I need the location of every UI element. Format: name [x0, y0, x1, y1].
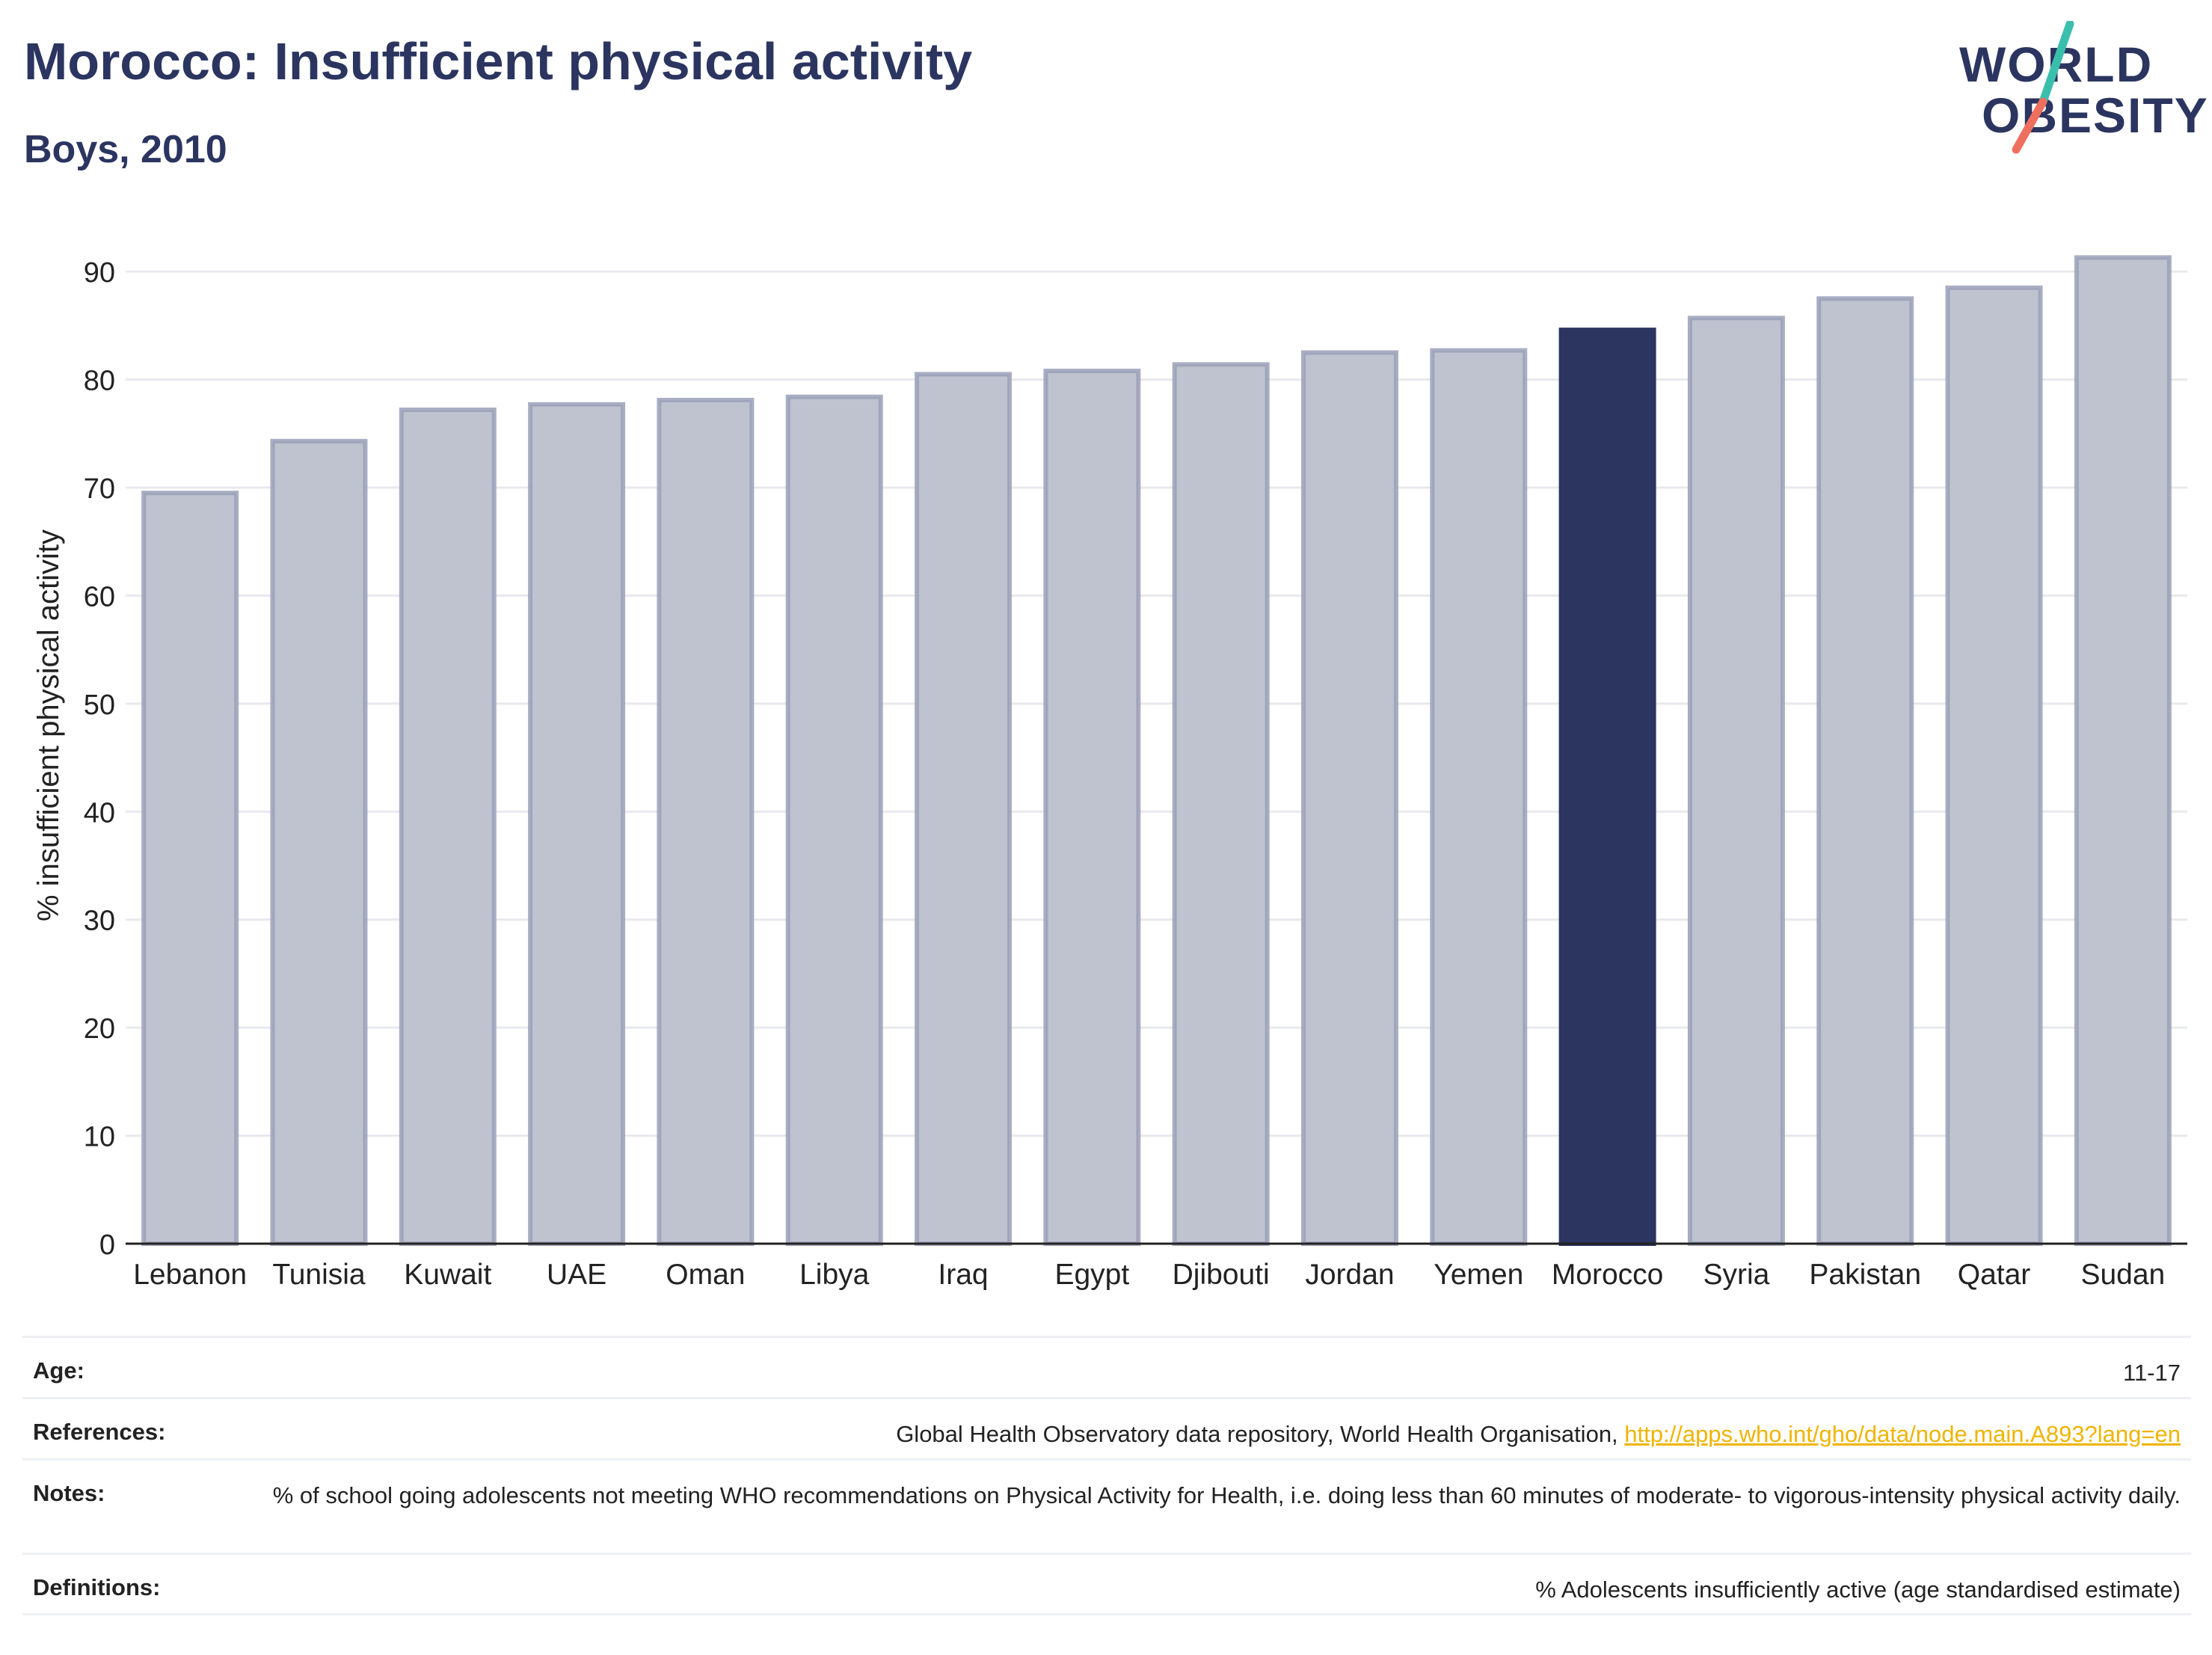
x-tick-label: Egypt	[1054, 1259, 1129, 1291]
info-label: Age:	[33, 1357, 85, 1384]
bar-lebanon	[141, 491, 239, 1246]
x-tick-label: Tunisia	[272, 1259, 366, 1291]
logo-slash-icon	[2012, 21, 2074, 154]
info-value: Global Health Observatory data repositor…	[896, 1399, 2181, 1450]
reference-link[interactable]: http://apps.who.int/gho/data/node.main.A…	[1624, 1421, 2181, 1447]
x-tick-label: Libya	[799, 1259, 870, 1291]
bars	[141, 255, 2172, 1247]
info-value: % of school going adolescents not meetin…	[272, 1482, 2181, 1508]
bar-pakistan	[1816, 296, 1914, 1246]
bar-qatar	[1945, 285, 2043, 1246]
y-axis-label: % insufficient physical activity	[32, 529, 65, 921]
info-row-definitions: Definitions: % Adolescents insufficientl…	[22, 1553, 2191, 1615]
x-tick-label: Morocco	[1552, 1259, 1664, 1291]
bar-uae	[528, 402, 626, 1247]
y-tick-label: 40	[84, 797, 115, 829]
x-tick-label: Qatar	[1958, 1259, 2031, 1291]
info-row-notes: Notes: % of school going adolescents not…	[22, 1458, 2191, 1553]
bar-yemen	[1430, 348, 1528, 1246]
info-value: 11-17	[2123, 1360, 2181, 1386]
axes: 0 10 20 30 40 50 60 70 80 90 Lebanon Tunisia Kuwait U…	[84, 257, 2187, 1291]
info-label: Notes:	[33, 1480, 105, 1506]
bar-djibouti	[1172, 362, 1270, 1247]
info-label: Definitions:	[33, 1574, 161, 1600]
y-tick-label: 70	[84, 473, 115, 505]
page-title: Morocco: Insufficient physical activity	[24, 32, 973, 90]
logo-line-2: OBESITY	[1982, 87, 2209, 143]
bar-libya	[785, 394, 883, 1246]
y-tick-label: 50	[84, 690, 115, 721]
y-tick-label: 90	[84, 257, 115, 289]
y-tick-label: 0	[99, 1229, 115, 1261]
info-row-age: Age: 11-17	[22, 1336, 2191, 1397]
bar-iraq	[915, 372, 1013, 1247]
bar-oman	[657, 397, 755, 1246]
y-tick-label: 10	[84, 1122, 115, 1153]
x-tick-label: Pakistan	[1809, 1259, 1921, 1291]
info-value: % Adolescents insufficiently active (age…	[1535, 1576, 2181, 1603]
x-tick-label: Kuwait	[404, 1259, 491, 1291]
bar-chart: 0 10 20 30 40 50 60 70 80 90 Lebanon Tunisia Kuwait U…	[32, 255, 2187, 1291]
x-tick-label: Jordan	[1305, 1259, 1394, 1291]
y-tick-label: 80	[84, 366, 115, 397]
info-table: Age: 11-17 References: Global Health Obs…	[22, 1336, 2191, 1615]
y-tick-label: 60	[84, 581, 115, 612]
bar-jordan	[1300, 350, 1398, 1247]
info-row-references: References: Global Health Observatory da…	[22, 1397, 2191, 1458]
x-tick-label: Sudan	[2080, 1259, 2165, 1291]
reference-text: Global Health Observatory data repositor…	[896, 1421, 1625, 1447]
x-tick-label: Yemen	[1434, 1259, 1523, 1291]
world-obesity-logo: WORLD OBESITY	[1944, 21, 2208, 163]
x-tick-label: UAE	[547, 1259, 606, 1291]
page-subtitle: Boys, 2010	[24, 128, 227, 171]
bar-egypt	[1043, 368, 1141, 1246]
y-tick-label: 20	[84, 1013, 115, 1045]
bar-kuwait	[399, 407, 497, 1246]
x-tick-label: Syria	[1703, 1259, 1769, 1291]
bar-tunisia	[270, 438, 368, 1246]
x-tick-label: Djibouti	[1173, 1259, 1270, 1291]
bar-sudan	[2074, 255, 2172, 1246]
x-tick-label: Iraq	[938, 1259, 988, 1291]
x-tick-label: Oman	[666, 1259, 745, 1291]
x-tick-label: Lebanon	[133, 1259, 247, 1291]
bar-syria	[1687, 316, 1785, 1246]
info-label: References:	[33, 1419, 166, 1445]
bar-morocco	[1558, 328, 1656, 1246]
y-tick-label: 30	[84, 906, 115, 937]
